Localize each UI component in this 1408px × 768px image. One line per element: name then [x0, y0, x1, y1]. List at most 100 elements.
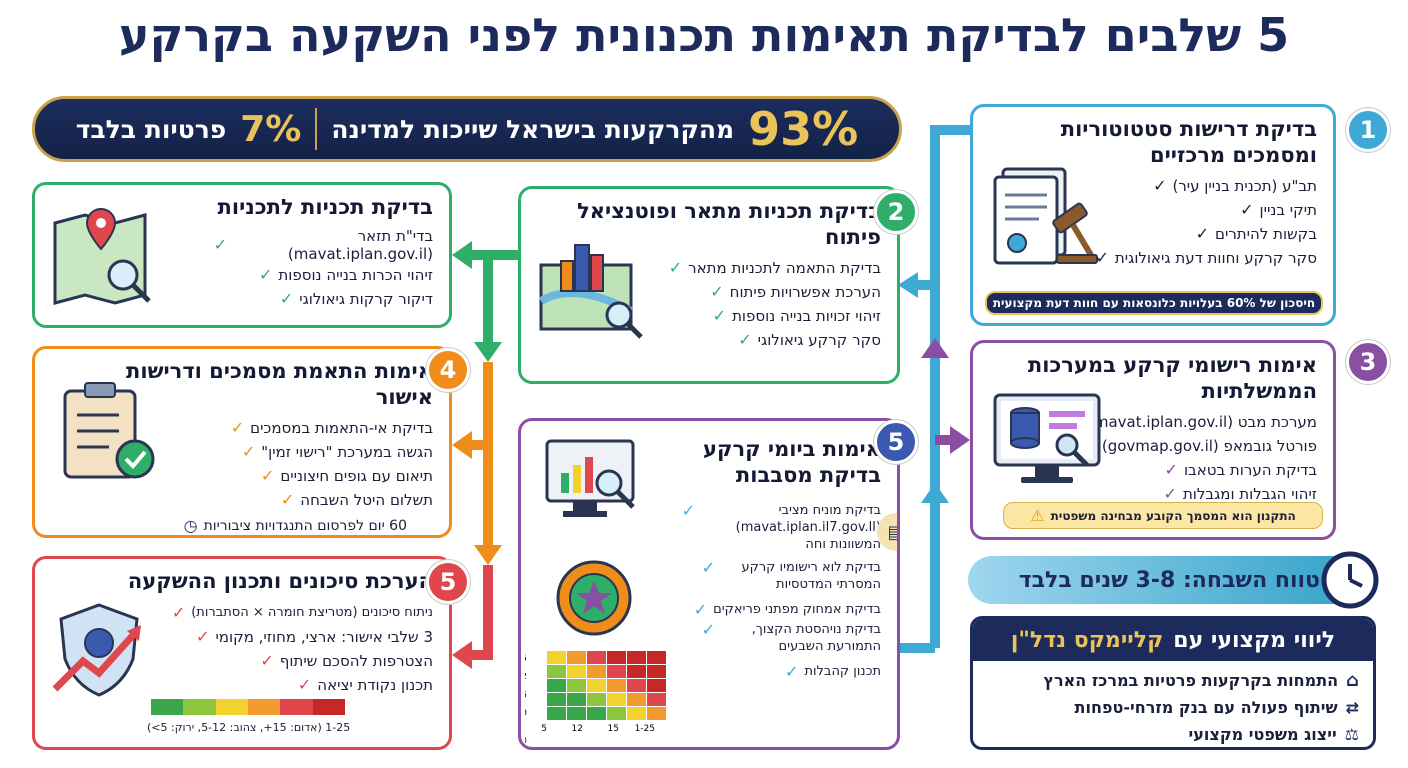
list-item: בדיקת התאמה לתכניות מתאר ✓ — [537, 256, 881, 280]
warning-icon: ⚠ — [1030, 506, 1045, 525]
step4-card: אימות התאמת מסמכים ודרישות אישור בדיקת א… — [32, 346, 452, 538]
list-item: ⚖ ייצוג משפטי מקצועי — [987, 721, 1359, 747]
map-pin-icon — [53, 207, 151, 305]
list-item: תיקי בניין ✓ — [989, 198, 1317, 222]
step2-number-badge: 2 — [874, 190, 918, 234]
support-header: ליווי מקצועי עם קליימקס נדל"ן — [973, 619, 1373, 661]
check-icon: ✓ — [213, 234, 227, 254]
support-title: ליווי מקצועי עם — [1173, 627, 1336, 653]
check-icon: ✓ — [710, 282, 724, 302]
house-icon: ⌂ — [1346, 670, 1359, 691]
heatmap-cell — [647, 679, 666, 692]
step5a-number-badge: 5 — [874, 420, 918, 464]
heatmap-cell — [627, 651, 646, 664]
check-icon: ✓ — [280, 490, 295, 510]
heatmap-y-tick: 12 — [525, 672, 527, 682]
check-icon: ✓ — [668, 258, 683, 278]
step1-title: בדיקת דרישות סטטוטוריות ומסמכים מרכזיים — [1060, 117, 1317, 167]
document-icon: ▤ — [877, 513, 897, 551]
list-item: תשלום היטל השבחה ✓ — [51, 488, 433, 512]
heatmap-cell — [607, 679, 626, 692]
heatmap-cell — [607, 665, 626, 678]
shield-growth-icon — [52, 603, 141, 697]
list-item: הגשה במערכת "רישוי זמין" ✓ — [51, 440, 433, 464]
step1-number-badge: 1 — [1346, 108, 1390, 152]
heatmap-cell — [647, 651, 666, 664]
heatmap-cell — [547, 707, 566, 720]
plans-list: בדי"ת תזאר (mavat.iplan.gov.il) ✓ זיהוי ה… — [51, 227, 433, 311]
gear-star-icon — [556, 560, 632, 636]
list-item: פורטל גובמאפ (govmap.gov.il)✓ — [989, 434, 1317, 458]
city-map-icon — [538, 244, 643, 339]
heatmap-cell — [587, 707, 606, 720]
chart-monitor-icon — [545, 439, 635, 517]
check-icon: ✓ — [171, 602, 186, 622]
support-box: ליווי מקצועי עם קליימקס נדל"ן ⌂ התמחות בק… — [970, 616, 1376, 750]
step4-title: אימות התאמת מסמכים ודרישות אישור — [126, 359, 433, 409]
step1-savings-note: חיסכון של 60% בעלויות כלונסאות עם חוות ד… — [985, 291, 1323, 315]
step5b-title: הערכת סיכונים ותכנון ההשקעה — [127, 569, 433, 593]
step3-legal-note: התקנון הוא המסמך הקובע מבחינה משפטית ⚠ — [1003, 502, 1323, 529]
state-land-text: מהקרקעות בישראל שייכות למדינה — [331, 114, 735, 144]
clock-icon — [1321, 551, 1379, 609]
step4-list: בדיקת אי-התאמות במסמכים ✓ הגשה במערכת "רי… — [51, 416, 433, 512]
step3-list: מערכת מבט (mavat.iplan.gov.il)✓ פורטל גו… — [989, 410, 1317, 506]
list-item: בדיקת אמחוק מפתני פריאקים ✓ — [693, 600, 881, 620]
step3-legal-note-text: התקנון הוא המסמך הקובע מבחינה משפטית — [1050, 508, 1296, 523]
check-icon: ✓ — [259, 264, 273, 284]
plans-card: בדיקת תכניות לתכניות בדי"ת תזאר (mavat.i… — [32, 182, 452, 328]
check-icon: ✓ — [1240, 200, 1254, 220]
banner-divider — [315, 108, 318, 150]
list-item: בדיקת אי-התאמות במסמכים ✓ — [51, 416, 433, 440]
timeline-banner: טווח השבחה: 3-8 שנים בלבד — [968, 556, 1378, 604]
check-icon: ✓ — [681, 501, 695, 521]
list-item: בדיקת מוניח מציבי (mavat.iplan.il7.gov.l… — [681, 501, 881, 553]
list-item: סקר קרקע גיאולוגי ✓ — [537, 328, 881, 352]
list-item: בדיקת נויהסטת הקצוך, התמורעת השבעים ✓ — [701, 620, 881, 655]
step5a-list: בדיקת מוניח מציבי (mavat.iplan.il7.gov.l… — [537, 502, 881, 683]
check-icon: ✓ — [1163, 484, 1177, 504]
list-item: בדי"ת תזאר (mavat.iplan.gov.il) ✓ — [213, 226, 433, 263]
database-monitor-icon — [993, 393, 1101, 483]
step1-list: תב"ע (תכנית בניין עיר) ✓ תיקי בניין ✓ בקשו… — [989, 174, 1317, 270]
step2-card: בדיקת תכניות מתאר ופוטנציאל פיתוח בדיקת … — [518, 186, 900, 384]
state-land-percent: 93% — [748, 102, 859, 156]
heatmap-cell — [627, 693, 646, 706]
heatmap-cell — [647, 707, 666, 720]
clipboard-check-icon — [63, 382, 155, 479]
document-gavel-icon — [993, 167, 1098, 265]
list-item: תכנון קהבלות ✓ — [785, 662, 881, 682]
heatmap-cell — [627, 665, 646, 678]
heatmap-cell — [587, 651, 606, 664]
check-icon: ✓ — [1095, 248, 1109, 268]
plans-title: בדיקת תכניות לתכניות — [217, 195, 433, 219]
heatmap-cell — [547, 693, 566, 706]
heatmap-cell — [607, 707, 626, 720]
heatmap-cell — [547, 651, 566, 664]
risk-heatmap: 25 12 5 0 5 12 15 1-25 (אדום: 15+, צהוב: 5-12, י… — [525, 651, 666, 743]
check-icon: ✓ — [230, 418, 245, 438]
step3-title: אימות רישומי קרקע במערכות הממשלתיות — [1027, 353, 1317, 403]
heatmap-cell — [567, 693, 586, 706]
list-item: תב"ע (תכנית בניין עיר) ✓ — [989, 174, 1317, 198]
heatmap-cell — [567, 707, 586, 720]
list-item: בדיקת לוא רישומיו קרקע המסרתי המדטסיות ✓ — [701, 558, 881, 593]
heatmap-y-tick: 25 — [525, 654, 527, 664]
page-title: 5 שלבים לבדיקת תאימות תכנונית לפני השקעה… — [118, 8, 1290, 62]
list-item: הצטרפות להסכם שיתוף ✓ — [51, 649, 433, 673]
step2-title: בדיקת תכניות מתאר ופוטנציאל פיתוח — [577, 199, 881, 249]
heatmap-cell — [607, 693, 626, 706]
step5b-card: הערכת סיכונים ותכנון ההשקעה ניתוח סיכוני… — [32, 556, 452, 750]
brand-name: קליימקס נדל"ן — [1010, 627, 1164, 653]
heatmap-x-tick: 15 — [608, 724, 619, 734]
list-item: תיאום עם גופים חיצוניים ✓ — [51, 464, 433, 488]
list-item: דיקור קרקות גיאולוגי ✓ — [51, 287, 433, 311]
list-item: ניתוח סיכונים (מטריצת חומרה × הסתברות) ✓ — [51, 601, 433, 625]
step4-footer-text: 60 יום לפרסום התנגדויות ציבוריות — [203, 517, 407, 534]
private-land-text: פרטיות בלבד — [75, 114, 227, 144]
list-item: בקשות להיתרים ✓ — [989, 222, 1317, 246]
check-icon: ✓ — [279, 288, 294, 308]
heatmap-y-tick: 0 — [525, 709, 527, 719]
heatmap-cell — [587, 693, 606, 706]
check-icon: ✓ — [738, 330, 752, 350]
